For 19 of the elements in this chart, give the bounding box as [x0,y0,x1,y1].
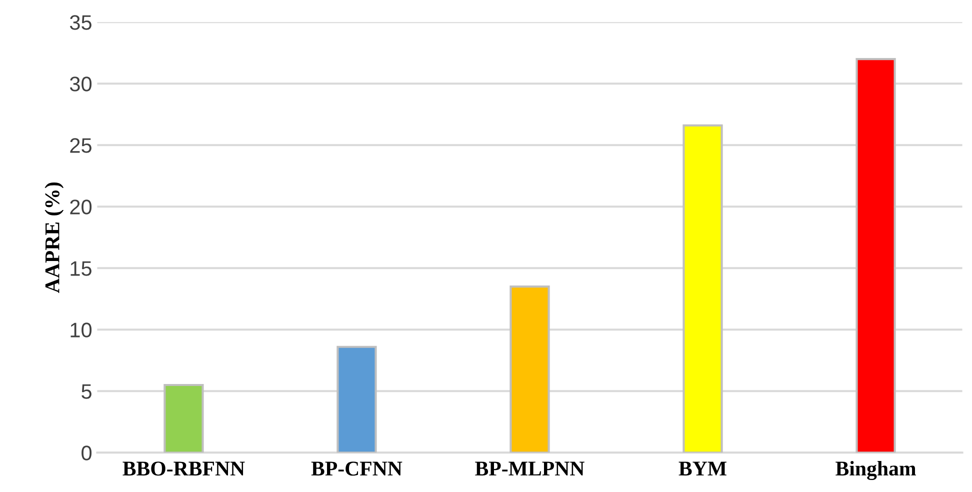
y-tick-label: 25 [70,138,92,153]
x-tick-label: BBO-RBFNN [122,462,245,476]
bar [510,286,550,453]
y-tick-label: 5 [82,384,92,399]
x-tick-label: BP-CFNN [311,462,402,476]
bar [336,346,377,453]
bar [682,124,723,453]
x-tick-label: BYM [678,462,726,476]
y-tick-label: 10 [70,322,92,338]
x-tick-label: BP-MLPNN [475,462,584,476]
bar [164,384,204,453]
y-tick-label: 35 [70,15,92,30]
y-axis-title: AAPRE (%) [44,182,64,294]
y-tick-label: 0 [82,446,92,460]
bar [856,58,896,453]
y-tick-label: 30 [70,76,92,92]
y-tick-label: 15 [70,261,92,276]
y-tick-label: 20 [70,200,92,214]
x-tick-label: Bingham [836,460,916,480]
